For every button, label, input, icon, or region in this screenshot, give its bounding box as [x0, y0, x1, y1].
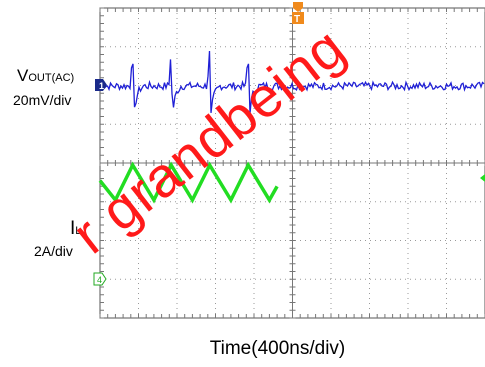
il-label: IL	[70, 218, 82, 239]
ch1-marker-label: 1	[99, 81, 104, 91]
trigger-box	[292, 12, 304, 24]
ch1-marker: 1	[95, 79, 107, 91]
x-axis-label: Time(400ns/div)	[209, 338, 346, 359]
channel-markers: 1 4 T	[93, 2, 485, 286]
traces	[98, 50, 485, 204]
trigger-arrow	[293, 2, 303, 12]
vout-label: VOUT(AC)	[17, 66, 75, 85]
ch4-marker: 4	[93, 272, 107, 286]
il-scale-label: 2A/div	[34, 243, 73, 259]
grid	[99, 7, 485, 319]
il-trace	[98, 161, 279, 204]
trigger-label: T	[294, 14, 300, 25]
il-offset-arrow	[480, 174, 485, 182]
ch4-marker-label: 4	[97, 275, 102, 285]
ch4-marker-shape	[93, 272, 107, 286]
trigger-marker: T	[292, 2, 304, 25]
vout-scale-label: 20mV/div	[13, 92, 72, 108]
vout-trace	[99, 50, 485, 114]
ch1-marker-shape	[95, 79, 107, 91]
